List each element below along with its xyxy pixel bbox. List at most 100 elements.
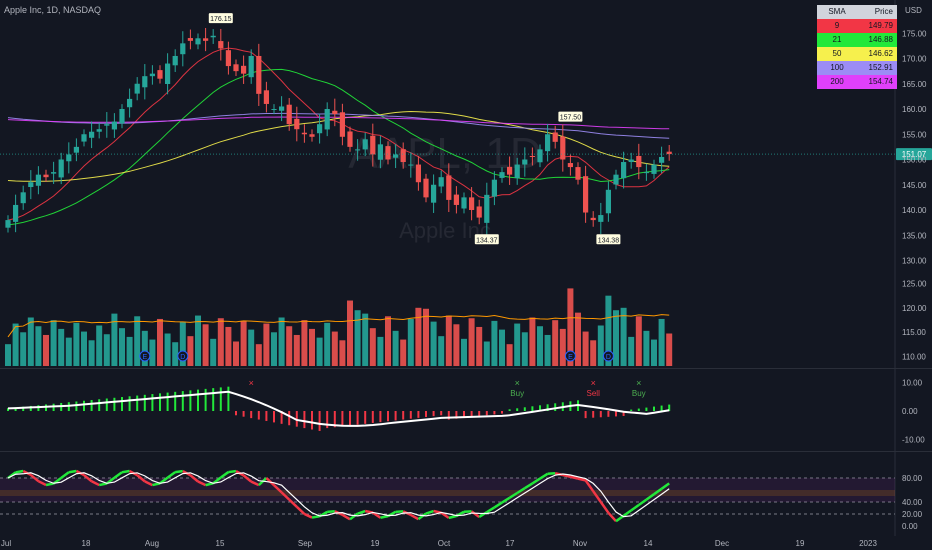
signal-label: Buy: [510, 389, 524, 398]
momentum-bar: [417, 411, 420, 418]
momentum-bar: [607, 411, 610, 417]
momentum-bar: [379, 411, 382, 423]
momentum-bar: [273, 411, 275, 423]
momentum-bar: [425, 411, 427, 417]
momentum-bar: [7, 408, 9, 411]
candle-body: [317, 124, 323, 134]
momentum-bar: [470, 411, 473, 417]
candle-body: [339, 112, 345, 137]
volume-bar: [567, 288, 574, 366]
candle-body: [165, 63, 171, 85]
stochastic-mid-band: [0, 490, 895, 496]
stochastic-k-line: [37, 480, 47, 487]
volume-bar: [293, 334, 300, 366]
candle-body: [119, 109, 125, 124]
time-axis-tick: Jul: [1, 539, 11, 548]
stochastic-k-line: [144, 480, 153, 487]
volume-bar: [445, 315, 452, 366]
sma-legend-row: 21 146.88: [817, 33, 897, 47]
candle-body: [446, 175, 452, 200]
stochastic-k-line: [539, 472, 549, 480]
price-callout-label: 176.15: [210, 16, 232, 23]
sma-legend-table: SMA Price 9 149.79 21 146.88 50 146.62 1…: [817, 5, 897, 89]
stochastic-k-line: [228, 469, 237, 474]
stochastic-k-line: [570, 475, 579, 480]
candle-body: [127, 98, 133, 108]
momentum-bar: [592, 411, 595, 418]
momentum-bar: [615, 411, 617, 417]
sma-legend-row: 50 146.62: [817, 47, 897, 61]
momentum-bar: [387, 411, 389, 422]
candle-body: [385, 146, 391, 160]
sma-200-line: [7, 116, 670, 130]
volume-bar: [423, 308, 429, 366]
price-callout-box: [474, 234, 499, 245]
stochastic-k-line: [486, 506, 496, 514]
volume-bar: [225, 326, 232, 366]
sma-50-line: [7, 110, 670, 182]
volume-bar: [369, 328, 376, 366]
momentum-bar: [189, 390, 192, 411]
price-callout-box: [596, 234, 621, 245]
momentum-bar: [159, 393, 161, 411]
momentum-bar: [98, 399, 101, 411]
momentum-bar: [318, 411, 321, 431]
volume-bar: [12, 323, 19, 366]
volume-bar: [126, 336, 133, 366]
momentum-bar: [394, 411, 397, 421]
stochastic-k-line: [410, 513, 420, 521]
volume-bar: [316, 337, 323, 366]
price-callout-label: 134.37: [476, 237, 498, 244]
volume-bar: [453, 324, 460, 366]
momentum-bar: [151, 394, 154, 411]
candle-body: [5, 220, 11, 228]
candle-body: [552, 132, 558, 142]
momentum-bar: [235, 411, 237, 416]
sma-price: 154.74: [868, 77, 893, 86]
price-axis-tick: 110.00: [902, 352, 926, 361]
candle-body: [172, 55, 178, 66]
volume-bar: [643, 330, 650, 366]
price-axis-tick: 165.00: [902, 80, 927, 89]
candle-body: [149, 73, 155, 77]
momentum-bar: [265, 411, 268, 421]
candle-body: [590, 217, 596, 221]
momentum-bar: [493, 411, 496, 415]
stochastic-k-line: [448, 514, 457, 520]
stochastic-k-line: [273, 484, 283, 494]
price-unit: USD: [905, 6, 922, 15]
time-axis-tick: 2023: [859, 539, 877, 548]
stochastic-k-line: [212, 476, 222, 485]
volume-bar: [149, 339, 156, 366]
momentum-bar: [660, 405, 663, 411]
momentum-bar: [204, 388, 207, 411]
candle-body: [370, 135, 376, 155]
volume-bar: [103, 334, 110, 366]
volume-bar: [339, 340, 346, 366]
candle-body: [659, 156, 665, 163]
volume-bar: [88, 340, 95, 366]
stochastic-k-line: [121, 469, 130, 474]
last-price-badge: [896, 148, 932, 161]
momentum-bar: [128, 396, 131, 411]
price-axis-tick: 115.00: [902, 328, 926, 337]
time-axis-tick: Dec: [715, 539, 729, 548]
candle-body: [484, 194, 490, 223]
momentum-bar: [501, 411, 503, 414]
dividend-icon: D: [180, 354, 185, 361]
momentum-bar: [539, 405, 541, 411]
momentum-bar: [295, 411, 298, 427]
candle-body: [537, 149, 543, 163]
candle-body: [66, 154, 72, 162]
stochastic-k-line: [159, 476, 169, 485]
sma-price: 149.79: [868, 21, 893, 30]
stochastic-k-line: [524, 482, 534, 490]
candle-body: [195, 38, 201, 45]
time-axis-tick: 19: [796, 539, 805, 548]
momentum-bar: [143, 394, 146, 411]
momentum-bar: [409, 411, 412, 419]
volume-bar: [172, 342, 179, 366]
volume-bar: [96, 325, 103, 366]
candle-body: [423, 178, 429, 198]
candle-body: [203, 38, 209, 41]
